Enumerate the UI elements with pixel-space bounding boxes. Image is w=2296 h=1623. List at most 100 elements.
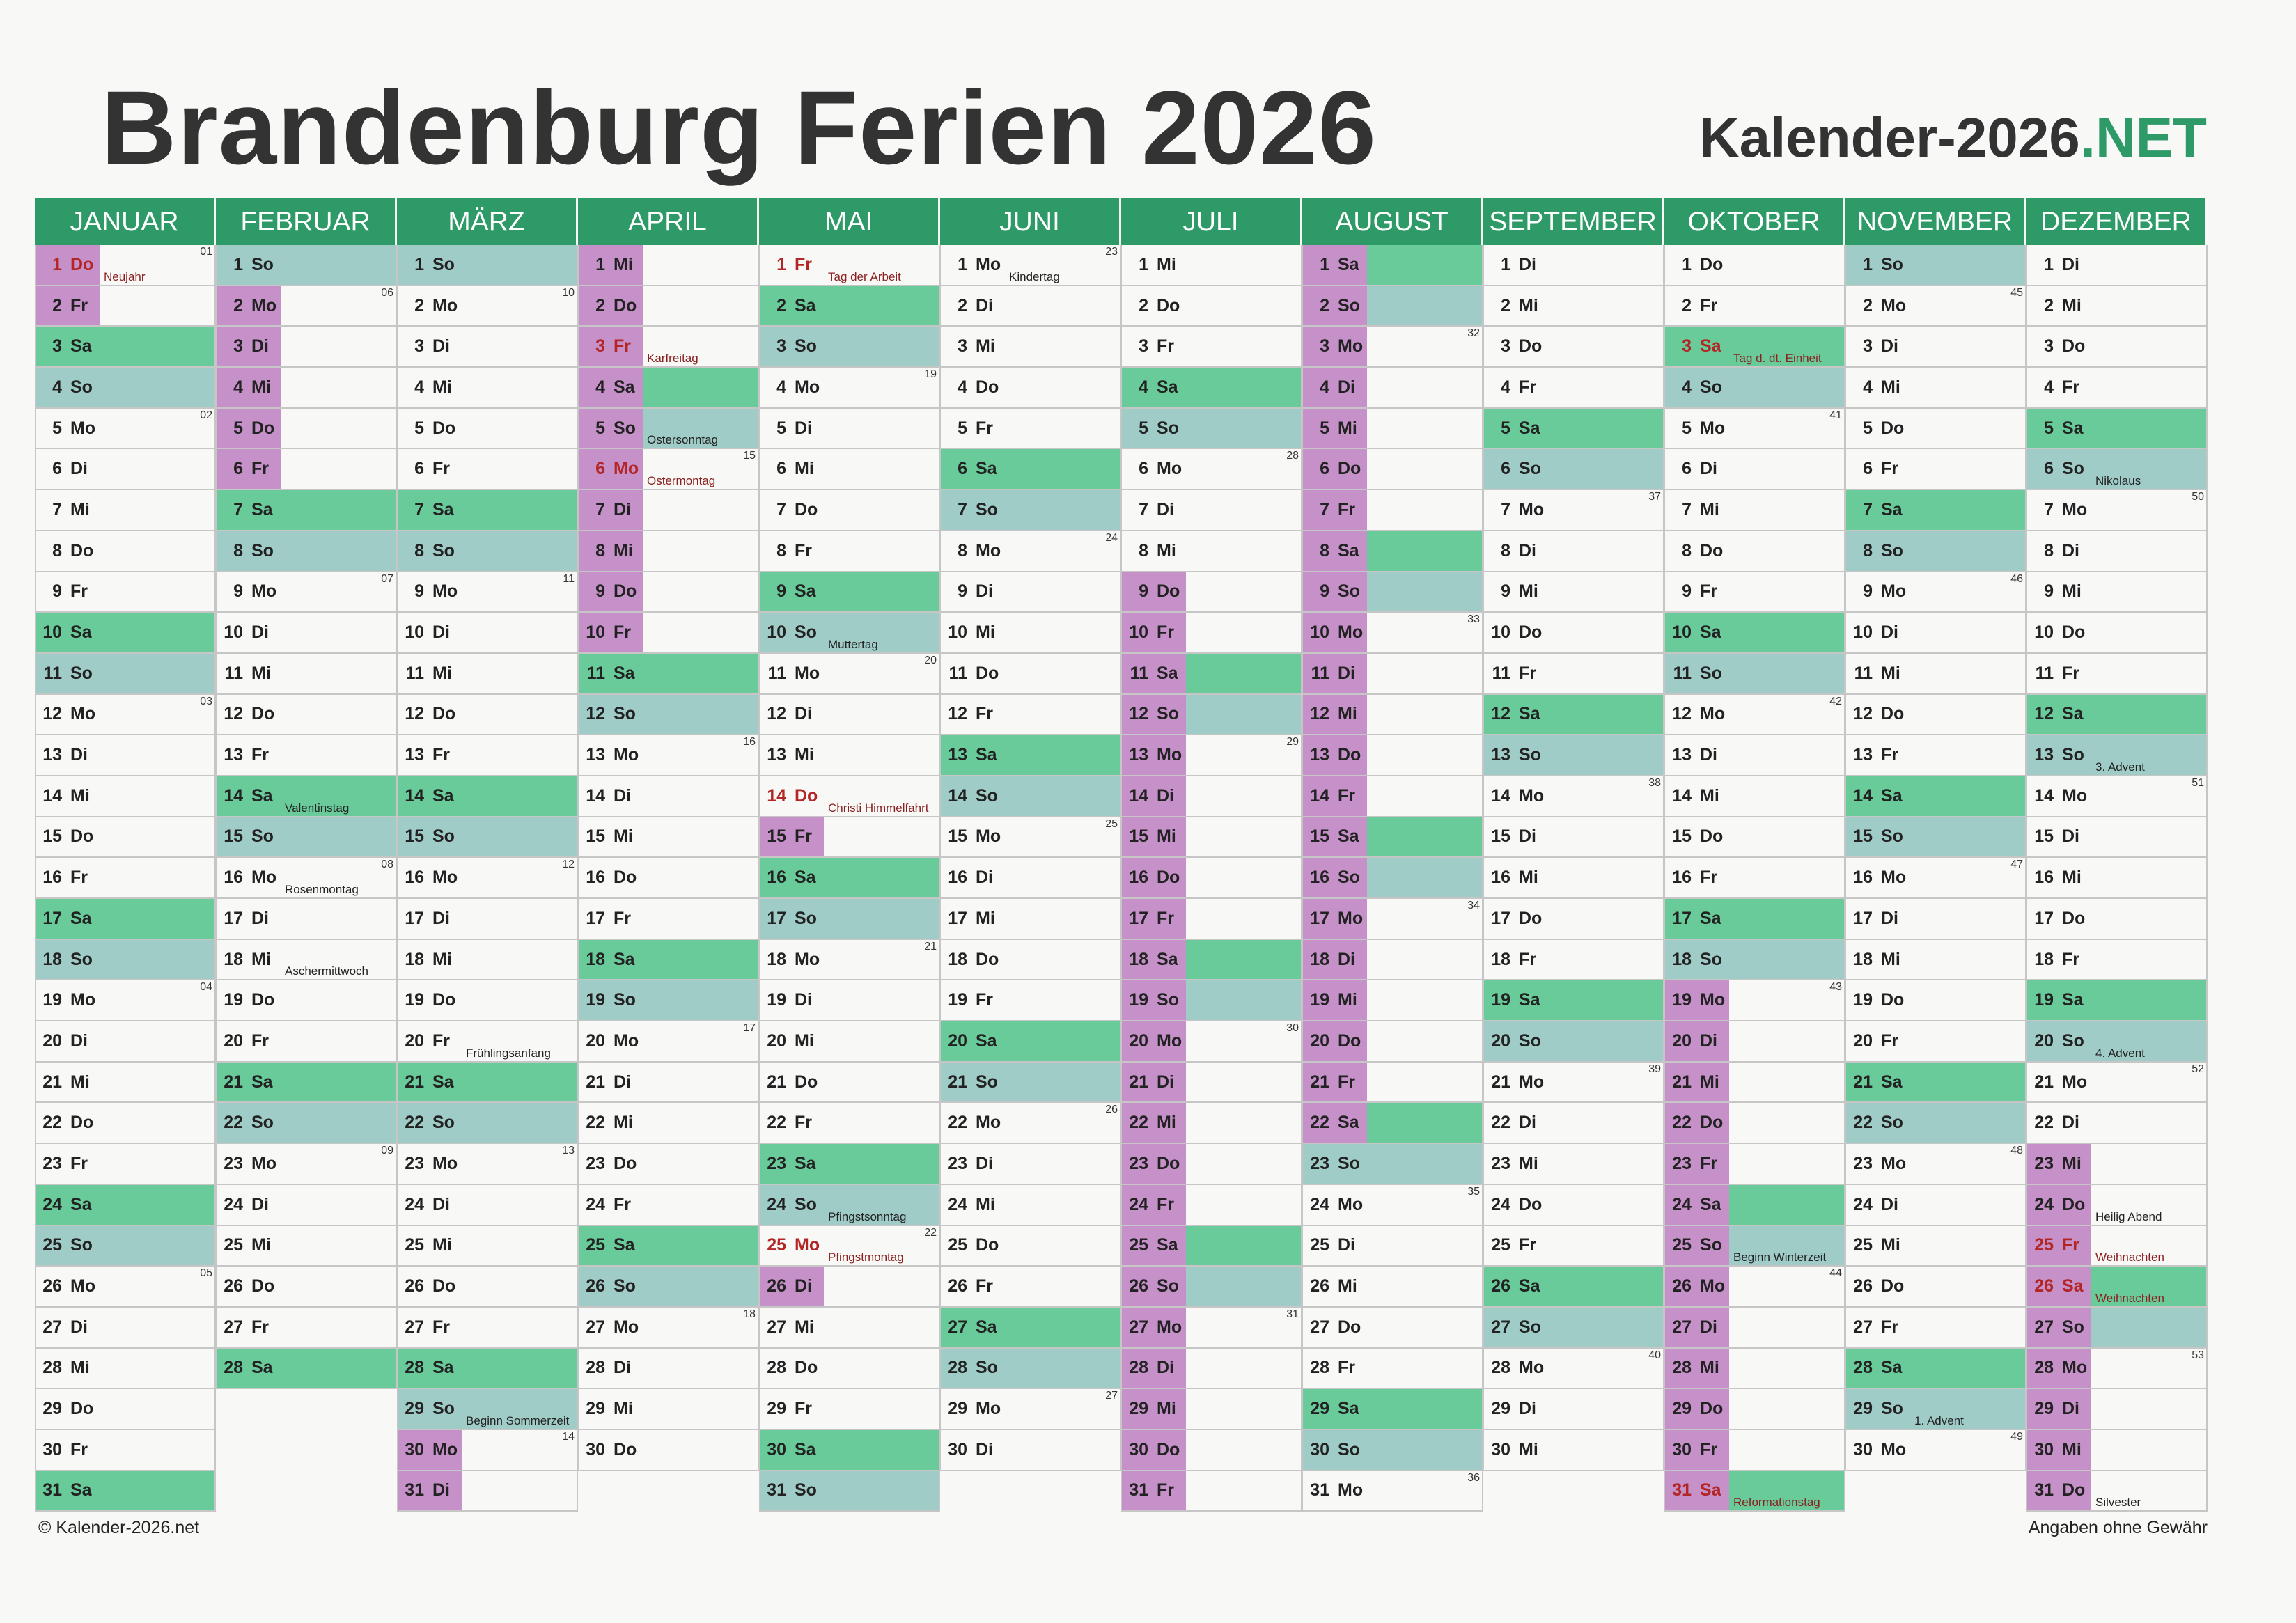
- day-label: 22 Di: [2027, 1103, 2091, 1143]
- day-note-area: [1548, 1226, 1663, 1266]
- day-cell: 23 Mi: [1483, 1144, 1664, 1185]
- day-label: 2 Mo: [217, 285, 281, 326]
- day-label: 19 Di: [760, 980, 824, 1020]
- weekday-abbr: Fr: [1338, 499, 1355, 519]
- weekday-abbr: Di: [1881, 1194, 1898, 1214]
- day-cell: 21 Do: [759, 1062, 940, 1104]
- day-label: 26 Mo: [36, 1267, 100, 1306]
- day-note-area: 10: [462, 286, 577, 326]
- day-number: 25: [1491, 1235, 1510, 1255]
- day-note-area: [643, 939, 758, 980]
- day-note-area: [281, 1308, 396, 1347]
- weekday-abbr: Fr: [1881, 745, 1898, 765]
- day-label: 24 Sa: [36, 1184, 100, 1225]
- day-number: 18: [1491, 949, 1510, 969]
- day-number: 16: [405, 868, 424, 888]
- weekday-abbr: Do: [795, 1072, 818, 1092]
- day-cell: 23 So: [1302, 1144, 1483, 1185]
- day-cell: 15 Do: [1664, 817, 1845, 858]
- day-label: 3 Di: [398, 327, 462, 366]
- day-number: 27: [224, 1317, 243, 1337]
- day-number: 12: [1491, 704, 1510, 724]
- week-number: 50: [2192, 491, 2204, 503]
- day-label: 14 Mi: [1665, 776, 1729, 816]
- weekday-abbr: Sa: [251, 1358, 273, 1378]
- day-number: 24: [1310, 1194, 1329, 1214]
- day-number: 10: [405, 622, 424, 643]
- weekday-abbr: Fr: [1519, 1235, 1536, 1255]
- day-number: 27: [1672, 1317, 1692, 1337]
- day-number: 21: [767, 1072, 786, 1092]
- day-number: 12: [2034, 704, 2054, 724]
- day-cell: 6 Fr: [1845, 449, 2026, 491]
- day-cell: 9 Do: [1121, 572, 1302, 613]
- day-cell: 22 Fr: [759, 1103, 940, 1145]
- day-note-area: [1367, 1308, 1482, 1347]
- weekday-abbr: So: [1338, 1439, 1360, 1459]
- day-label: 28 Sa: [398, 1348, 462, 1388]
- day-label: 29 Di: [2027, 1389, 2091, 1429]
- day-cell: 2 Mo 10: [397, 285, 578, 327]
- day-number: 2: [52, 295, 62, 315]
- day-cell: 23 Do: [1121, 1144, 1302, 1185]
- day-number: 26: [42, 1276, 62, 1296]
- weekday-abbr: So: [976, 785, 998, 806]
- weekday-abbr: Fr: [1338, 1358, 1355, 1378]
- day-number: 8: [1139, 540, 1148, 560]
- day-label: 12 Sa: [1484, 694, 1548, 735]
- day-label: 16 Fr: [1665, 858, 1729, 897]
- day-note-area: [1005, 1021, 1120, 1061]
- day-cell: 15 Di: [1483, 817, 1664, 858]
- week-number: 03: [200, 695, 212, 707]
- day-cell: 14 Mi: [1664, 776, 1845, 817]
- day-number: 1: [595, 254, 605, 274]
- weekday-abbr: Di: [432, 1194, 450, 1214]
- day-note-area: Tag d. dt. Einheit: [1729, 327, 1844, 367]
- weekday-abbr: Mo: [1157, 459, 1182, 479]
- day-number: 4: [1320, 377, 1329, 397]
- day-note-area: [1186, 327, 1301, 366]
- day-label: 11 Mo: [760, 654, 824, 693]
- day-note-area: [1910, 368, 2025, 407]
- day-label: 4 Do: [941, 368, 1005, 407]
- weekday-abbr: Mo: [1157, 1317, 1182, 1337]
- month-dezember: DEZEMBER 1 Di 2 Mi 3 Do 4 Fr 5 Sa 6 So Nikolaus 7 Mo 50 8…: [2026, 198, 2208, 1512]
- day-number: 7: [1863, 499, 1873, 519]
- day-number: 23: [586, 1153, 605, 1173]
- day-number: 19: [224, 990, 243, 1010]
- day-cell: 18 Fr: [1483, 939, 1664, 981]
- day-label: 15 Mi: [1122, 817, 1186, 857]
- day-note-area: [2091, 613, 2206, 652]
- weekday-abbr: So: [2062, 459, 2084, 479]
- day-label: 21 Sa: [398, 1062, 462, 1102]
- day-number: 7: [1139, 499, 1148, 519]
- day-label: 19 Sa: [1484, 980, 1548, 1021]
- day-cell: 15 Mo 25: [940, 817, 1121, 858]
- day-label: 5 Mo: [36, 409, 100, 448]
- weekday-abbr: Fr: [432, 459, 450, 479]
- day-note-area: [1548, 654, 1663, 693]
- weekday-abbr: Mo: [1881, 868, 1907, 888]
- day-number: 30: [42, 1439, 62, 1459]
- day-cell: 5 Fr: [940, 408, 1121, 450]
- day-label: 20 Mo: [1122, 1021, 1186, 1061]
- day-cell: 19 Mi: [1302, 980, 1483, 1022]
- day-note-area: [281, 245, 396, 285]
- day-number: 15: [1129, 826, 1148, 847]
- weekday-abbr: Mo: [976, 1113, 1001, 1133]
- day-cell: 7 Sa: [216, 490, 397, 531]
- day-cell: 12 Sa: [2026, 694, 2208, 736]
- day-cell: 21 Di: [578, 1062, 759, 1104]
- day-number: 22: [586, 1113, 605, 1133]
- day-number: 25: [1672, 1235, 1692, 1255]
- day-label: 20 Sa: [941, 1021, 1005, 1061]
- day-number: 28: [405, 1358, 424, 1378]
- day-label: 2 Mi: [1484, 286, 1548, 326]
- day-number: 29: [948, 1399, 967, 1419]
- day-number: 25: [405, 1235, 424, 1255]
- day-label: 24 Do: [2027, 1184, 2091, 1225]
- day-label: 28 Do: [760, 1349, 824, 1388]
- day-note-area: [643, 531, 758, 571]
- day-number: 5: [595, 418, 605, 438]
- day-note-area: Heilig Abend: [2091, 1185, 2206, 1225]
